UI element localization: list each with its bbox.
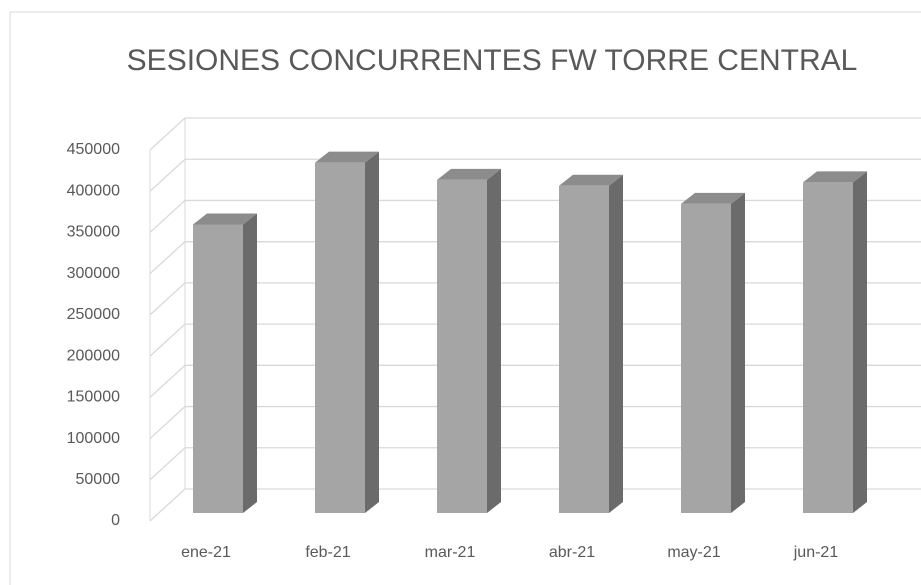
grid-line — [149, 405, 921, 440]
x-tick-label: may-21 — [667, 544, 720, 561]
chart-title: SESIONES CONCURRENTES FW TORRE CENTRAL — [127, 44, 858, 77]
grid-line — [149, 364, 921, 398]
bar-front — [193, 224, 243, 513]
bar-front — [315, 162, 365, 513]
y-tick-label: 350000 — [67, 224, 120, 241]
bar-front — [437, 179, 487, 513]
x-tick-label: abr-21 — [549, 544, 595, 561]
bar-side — [243, 213, 257, 513]
grid-line — [149, 199, 921, 233]
grid-line — [149, 241, 921, 275]
y-tick-label: 450000 — [67, 141, 120, 158]
y-tick-label: 100000 — [67, 430, 120, 447]
bar-top — [193, 213, 257, 225]
bar — [559, 174, 623, 513]
grid-line — [149, 323, 921, 357]
bar-side — [609, 174, 623, 513]
y-tick-label: 300000 — [67, 265, 120, 282]
y-tick-label: 200000 — [67, 347, 120, 364]
x-tick-label: jun-21 — [793, 544, 839, 561]
bar-top — [315, 151, 379, 163]
y-tick-label: 250000 — [67, 306, 120, 323]
bar-top — [437, 168, 501, 180]
bar-front — [681, 203, 731, 514]
bar-top — [681, 192, 745, 204]
bar-front — [803, 182, 853, 514]
x-tick-label: ene-21 — [181, 544, 231, 561]
bar — [315, 151, 379, 513]
bar-side — [365, 151, 379, 513]
bar — [437, 168, 501, 513]
grid-line — [149, 117, 921, 151]
bar-side — [487, 168, 501, 513]
bar-side — [853, 171, 867, 514]
y-tick-label: 50000 — [76, 471, 121, 488]
grid-line — [149, 158, 921, 192]
bar-front — [559, 185, 609, 513]
bar — [681, 192, 745, 514]
x-tick-label: mar-21 — [425, 544, 476, 561]
bar-side — [731, 192, 745, 514]
grid-line — [149, 488, 921, 522]
bar-top — [559, 174, 623, 186]
y-tick-label: 150000 — [67, 389, 120, 406]
y-tick-label: 0 — [111, 512, 120, 529]
grid-line — [149, 282, 921, 316]
bar — [193, 213, 257, 513]
bar — [803, 171, 867, 514]
grid-line — [149, 447, 921, 481]
x-tick-label: feb-21 — [305, 544, 350, 561]
bar-top — [803, 171, 867, 183]
y-tick-label: 400000 — [67, 182, 120, 199]
